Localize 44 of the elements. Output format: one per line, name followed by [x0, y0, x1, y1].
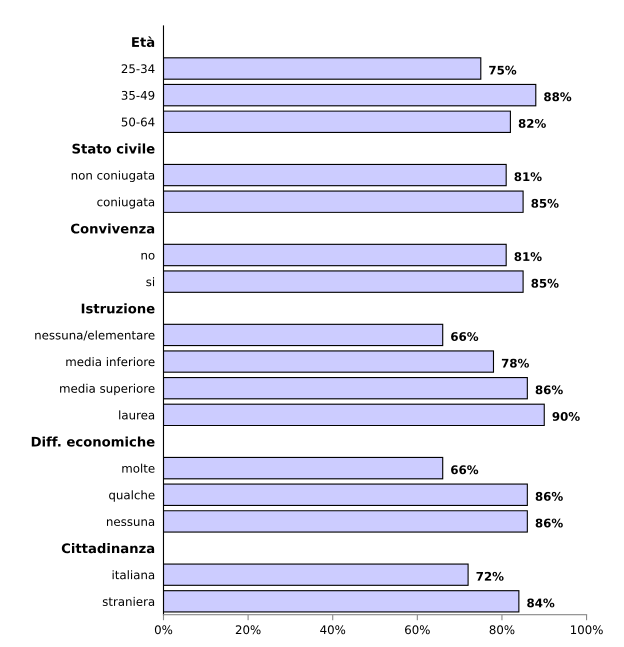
data-label: 78%	[502, 358, 529, 368]
x-tick-label: 60%	[405, 625, 430, 634]
y-tick-label: 25-34	[122, 64, 154, 74]
y-tick-label: Convivenza	[71, 223, 154, 234]
data-label: 82%	[518, 118, 546, 128]
y-tick-label: nessuna/elementare	[35, 330, 155, 340]
x-tick-label: 20%	[236, 625, 261, 634]
y-tick-label: laurea	[119, 410, 154, 420]
x-tick-label: 80%	[490, 625, 514, 634]
data-label: 66%	[451, 332, 478, 342]
y-tick-label: molte	[122, 464, 155, 473]
y-tick-label: media superiore	[60, 384, 155, 396]
data-label: 86%	[536, 492, 563, 501]
data-label: 72%	[476, 572, 504, 581]
y-tick-label: no	[142, 252, 155, 260]
y-tick-label: non coniugata	[72, 170, 154, 182]
y-tick-label: Stato civile	[72, 143, 155, 154]
y-tick-label: straniera	[102, 596, 154, 606]
y-tick-label: Diff. economiche	[32, 436, 155, 447]
data-label: 75%	[489, 66, 516, 75]
y-tick-label: Istruzione	[82, 303, 155, 314]
x-tick-label: 0%	[154, 625, 172, 634]
y-tick-label: Età	[132, 36, 154, 48]
y-tick-label: qualche	[109, 490, 155, 502]
data-label: 81%	[514, 172, 542, 182]
data-label: 81%	[514, 252, 542, 262]
data-label: 84%	[527, 598, 554, 608]
y-tick-label: si	[146, 277, 154, 286]
data-label: 85%	[531, 198, 559, 208]
y-tick-label: 50-64	[122, 118, 154, 126]
data-label: 90%	[552, 412, 580, 421]
y-tick-label: coniugata	[97, 197, 154, 209]
data-label: 86%	[536, 518, 563, 528]
x-tick-label: 40%	[320, 625, 346, 634]
y-tick-label: media inferiore	[66, 357, 155, 366]
data-label: 88%	[544, 92, 572, 102]
data-label: 66%	[451, 465, 478, 474]
data-label: 86%	[536, 385, 563, 394]
y-tick-label: nessuna	[106, 519, 154, 526]
y-tick-label: italiana	[112, 570, 154, 580]
x-tick-label: 100%	[570, 625, 603, 634]
y-tick-label: 35-49	[122, 90, 154, 100]
y-tick-label: Cittadinanza	[62, 543, 154, 554]
data-label: 85%	[531, 278, 559, 288]
